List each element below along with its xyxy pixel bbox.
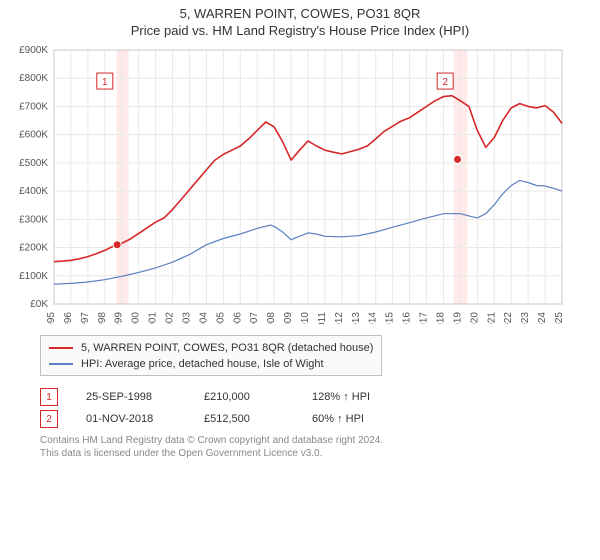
svg-text:2011: 2011 xyxy=(317,312,328,324)
legend-box: 5, WARREN POINT, COWES, PO31 8QR (detach… xyxy=(40,335,382,376)
svg-text:£300K: £300K xyxy=(19,214,48,225)
figure-container: 5, WARREN POINT, COWES, PO31 8QR Price p… xyxy=(0,0,600,560)
svg-text:£800K: £800K xyxy=(19,73,48,84)
chart-title: 5, WARREN POINT, COWES, PO31 8QR xyxy=(10,6,590,21)
svg-text:2012: 2012 xyxy=(334,312,345,324)
svg-text:2007: 2007 xyxy=(249,312,260,324)
legend-label: 5, WARREN POINT, COWES, PO31 8QR (detach… xyxy=(81,340,373,356)
svg-text:2022: 2022 xyxy=(503,312,514,324)
svg-text:2023: 2023 xyxy=(520,312,531,324)
svg-text:£900K: £900K xyxy=(19,45,48,56)
chart-subtitle: Price paid vs. HM Land Registry's House … xyxy=(10,23,590,38)
sale-marker-icon: 1 xyxy=(40,388,58,406)
footer-attribution: Contains HM Land Registry data © Crown c… xyxy=(40,434,590,460)
svg-text:2021: 2021 xyxy=(486,312,497,324)
svg-text:2002: 2002 xyxy=(165,312,176,324)
svg-text:2: 2 xyxy=(442,77,448,88)
svg-text:2025: 2025 xyxy=(554,312,565,324)
sale-hpi-ratio: 128% ↑ HPI xyxy=(312,391,402,403)
chart-svg: £0K £100K £200K £300K £400K £500K £600K £700K £8… xyxy=(10,44,570,324)
svg-text:2017: 2017 xyxy=(419,312,430,324)
svg-text:£100K: £100K xyxy=(19,271,48,282)
svg-text:1: 1 xyxy=(102,77,108,88)
svg-text:2005: 2005 xyxy=(215,312,226,324)
chart-area: £0K £100K £200K £300K £400K £500K £600K £700K £8… xyxy=(10,44,590,327)
legend-label: HPI: Average price, detached house, Isle… xyxy=(81,356,324,372)
svg-text:2008: 2008 xyxy=(266,312,277,324)
svg-text:2019: 2019 xyxy=(452,312,463,324)
svg-text:2004: 2004 xyxy=(198,312,209,324)
svg-text:1997: 1997 xyxy=(80,312,91,324)
svg-text:£600K: £600K xyxy=(19,130,48,141)
svg-text:2018: 2018 xyxy=(435,312,446,324)
svg-text:2006: 2006 xyxy=(232,312,243,324)
legend-item: HPI: Average price, detached house, Isle… xyxy=(49,356,373,372)
sale-price: £210,000 xyxy=(204,391,284,403)
sale-row: 2 01-NOV-2018 £512,500 60% ↑ HPI xyxy=(40,408,590,430)
legend-item: 5, WARREN POINT, COWES, PO31 8QR (detach… xyxy=(49,340,373,356)
svg-text:1998: 1998 xyxy=(97,312,108,324)
sale-date: 01-NOV-2018 xyxy=(86,413,176,425)
svg-text:£500K: £500K xyxy=(19,158,48,169)
sales-table: 1 25-SEP-1998 £210,000 128% ↑ HPI 2 01-NOV-20… xyxy=(40,386,590,430)
sale-date: 25-SEP-1998 xyxy=(86,391,176,403)
sale-marker-icon: 2 xyxy=(40,410,58,428)
svg-text:£700K: £700K xyxy=(19,101,48,112)
svg-text:2000: 2000 xyxy=(131,312,142,324)
legend-swatch xyxy=(49,347,73,349)
svg-text:£0K: £0K xyxy=(30,299,48,310)
sale-row: 1 25-SEP-1998 £210,000 128% ↑ HPI xyxy=(40,386,590,408)
svg-text:2009: 2009 xyxy=(283,312,294,324)
svg-text:1995: 1995 xyxy=(46,312,57,324)
sale-price: £512,500 xyxy=(204,413,284,425)
svg-text:2014: 2014 xyxy=(368,312,379,324)
footer-line-2: This data is licensed under the Open Gov… xyxy=(40,447,590,460)
svg-text:2010: 2010 xyxy=(300,312,311,324)
sale-hpi-ratio: 60% ↑ HPI xyxy=(312,413,402,425)
svg-text:2013: 2013 xyxy=(351,312,362,324)
svg-text:1999: 1999 xyxy=(114,312,125,324)
svg-text:2015: 2015 xyxy=(385,312,396,324)
svg-text:2003: 2003 xyxy=(181,312,192,324)
svg-text:1996: 1996 xyxy=(63,312,74,324)
svg-text:2016: 2016 xyxy=(402,312,413,324)
svg-text:2020: 2020 xyxy=(469,312,480,324)
footer-line-1: Contains HM Land Registry data © Crown c… xyxy=(40,434,590,447)
svg-text:2001: 2001 xyxy=(148,312,159,324)
svg-text:£400K: £400K xyxy=(19,186,48,197)
legend-swatch xyxy=(49,363,73,365)
svg-text:£200K: £200K xyxy=(19,243,48,254)
svg-text:2024: 2024 xyxy=(537,312,548,324)
